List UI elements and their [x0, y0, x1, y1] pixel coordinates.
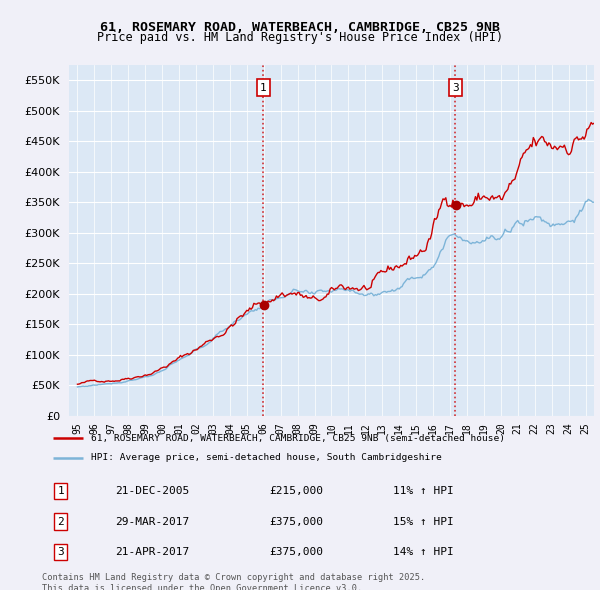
Text: 3: 3: [452, 83, 458, 93]
Text: 1: 1: [260, 83, 266, 93]
Text: 15% ↑ HPI: 15% ↑ HPI: [393, 517, 454, 526]
Text: 29-MAR-2017: 29-MAR-2017: [115, 517, 189, 526]
Text: Price paid vs. HM Land Registry's House Price Index (HPI): Price paid vs. HM Land Registry's House …: [97, 31, 503, 44]
Text: 61, ROSEMARY ROAD, WATERBEACH, CAMBRIDGE, CB25 9NB: 61, ROSEMARY ROAD, WATERBEACH, CAMBRIDGE…: [100, 21, 500, 34]
Text: 2: 2: [58, 517, 64, 526]
Text: 21-DEC-2005: 21-DEC-2005: [115, 486, 189, 496]
Text: HPI: Average price, semi-detached house, South Cambridgeshire: HPI: Average price, semi-detached house,…: [91, 454, 442, 463]
Text: 21-APR-2017: 21-APR-2017: [115, 547, 189, 557]
Text: 11% ↑ HPI: 11% ↑ HPI: [393, 486, 454, 496]
Text: £215,000: £215,000: [269, 486, 323, 496]
Text: 1: 1: [58, 486, 64, 496]
Text: Contains HM Land Registry data © Crown copyright and database right 2025.
This d: Contains HM Land Registry data © Crown c…: [42, 573, 425, 590]
Text: £375,000: £375,000: [269, 517, 323, 526]
Text: 3: 3: [58, 547, 64, 557]
Text: 14% ↑ HPI: 14% ↑ HPI: [393, 547, 454, 557]
Text: £375,000: £375,000: [269, 547, 323, 557]
Text: 61, ROSEMARY ROAD, WATERBEACH, CAMBRIDGE, CB25 9NB (semi-detached house): 61, ROSEMARY ROAD, WATERBEACH, CAMBRIDGE…: [91, 434, 505, 442]
